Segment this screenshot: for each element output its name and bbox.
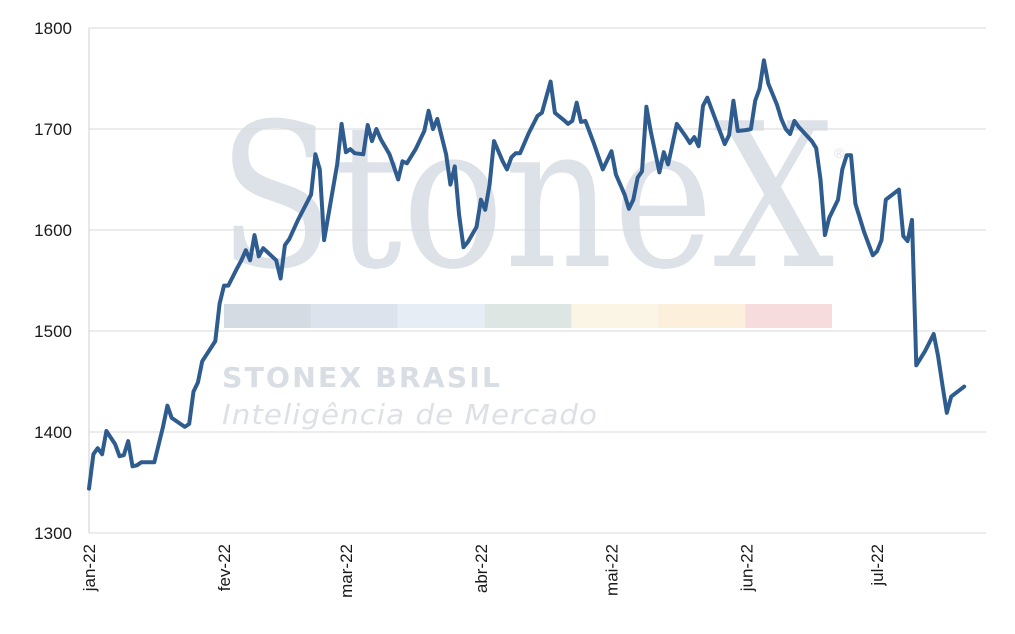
- x-tick-label: mai-22: [603, 544, 622, 596]
- horizontal-gridlines: [89, 27, 986, 534]
- x-tick-label: mar-22: [337, 544, 356, 598]
- x-tick-label: jun-22: [738, 544, 757, 592]
- y-tick-label: 1500: [34, 322, 72, 341]
- watermark-band: [224, 304, 311, 328]
- watermark-band: [310, 304, 398, 328]
- watermark-color-bands: [224, 304, 832, 328]
- watermark-band: [571, 304, 659, 328]
- watermark-band: [397, 304, 485, 328]
- x-tick-label: abr-22: [472, 544, 491, 593]
- y-tick-label: 1700: [34, 120, 72, 139]
- y-tick-label: 1800: [34, 19, 72, 38]
- x-tick-label: jan-22: [80, 544, 99, 592]
- series-line: [87, 58, 967, 491]
- y-tick-label: 1300: [34, 524, 72, 543]
- watermark-registered-mark: ®: [834, 145, 845, 161]
- watermark-band: [745, 304, 832, 328]
- x-tick-label: fev-22: [215, 544, 234, 591]
- watermark-band: [484, 304, 572, 328]
- watermark-band: [658, 304, 746, 328]
- watermark-tagline: Inteligência de Mercado: [222, 398, 598, 431]
- x-axis-ticks: jan-22 fev-22 mar-22 abr-22 mai-22 jun-22 jul-…: [80, 544, 887, 598]
- watermark-brand: STONEX BRASIL: [222, 361, 502, 394]
- y-tick-label: 1600: [34, 221, 72, 240]
- y-tick-label: 1400: [34, 423, 72, 442]
- y-axis-ticks: 1300 1400 1500 1600 1700 1800: [34, 19, 72, 543]
- x-tick-label: jul-22: [868, 544, 887, 587]
- stonex-watermark: StoneX ® STONEX BRASIL Inteligência de M…: [218, 81, 845, 431]
